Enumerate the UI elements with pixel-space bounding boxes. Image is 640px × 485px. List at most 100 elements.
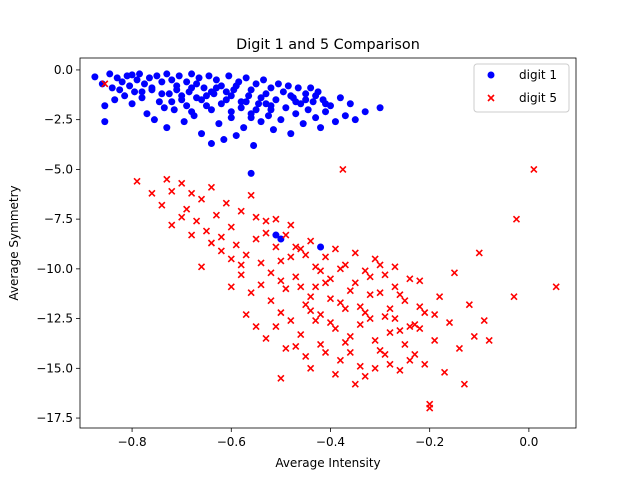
point-digit-5-121	[262, 229, 270, 237]
point-digit-1-102	[247, 169, 255, 177]
point-digit-5-108	[307, 293, 315, 301]
point-digit-1-10	[121, 92, 129, 100]
point-digit-5-140	[292, 342, 300, 351]
point-digit-5-76	[237, 271, 245, 279]
point-digit-5-29	[302, 301, 310, 309]
point-digit-5-77	[247, 289, 255, 297]
point-digit-5-70	[552, 283, 560, 291]
point-digit-5-84	[316, 340, 325, 349]
point-digit-5-44	[376, 261, 384, 269]
point-digit-5-43	[371, 336, 379, 345]
y-tick-label: −17.5	[36, 411, 73, 425]
point-digit-5-151	[401, 340, 409, 349]
point-digit-1-55	[227, 114, 235, 122]
point-digit-1-116	[158, 90, 166, 98]
y-tick-label: −10.0	[36, 262, 73, 276]
point-digit-5-129	[341, 261, 349, 269]
point-digit-5-52	[416, 277, 424, 285]
point-digit-1-53	[222, 96, 230, 104]
point-digit-1-7	[113, 74, 121, 82]
point-digit-5-115	[376, 289, 384, 297]
point-digit-5-62	[465, 301, 473, 309]
point-digit-5-139	[282, 344, 290, 352]
legend-marker-digit-1	[487, 71, 495, 79]
point-digit-1-44	[200, 84, 208, 92]
legend: digit 1 digit 5	[473, 63, 570, 113]
point-digit-5-79	[267, 297, 275, 305]
legend-box	[473, 63, 570, 113]
point-digit-5-99	[178, 213, 186, 221]
point-digit-5-39	[351, 279, 359, 287]
point-digit-5-132	[371, 255, 379, 263]
point-digit-5-57	[440, 368, 449, 376]
point-digit-5-117	[396, 291, 404, 299]
point-digit-5-16	[237, 207, 245, 215]
point-digit-5-5	[188, 189, 196, 197]
point-digit-5-20	[257, 259, 265, 267]
point-digit-1-87	[307, 84, 315, 92]
legend-label-digit-5: digit 5	[519, 91, 557, 105]
x-axis-ticks: −0.8 −0.6 −0.4 −0.2 0.0	[118, 428, 538, 449]
point-digit-5-71	[339, 165, 347, 173]
point-digit-5-92	[396, 366, 404, 374]
point-digit-5-34	[326, 295, 335, 303]
point-digit-1-12	[126, 82, 134, 90]
point-digit-5-106	[287, 253, 295, 261]
point-digit-5-75	[227, 255, 235, 263]
point-digit-5-134	[391, 263, 399, 271]
x-tick-label: −0.6	[217, 435, 246, 449]
point-digit-5-15	[232, 241, 240, 249]
point-digit-5-82	[297, 330, 305, 339]
point-digit-1-24	[153, 72, 161, 80]
point-digit-5-136	[252, 322, 260, 331]
point-digit-1-8	[116, 86, 124, 94]
point-digit-5-80	[277, 309, 285, 317]
point-digit-5-22	[267, 269, 275, 277]
point-digit-5-25	[282, 285, 290, 293]
point-digit-5-97	[197, 263, 206, 271]
point-digit-5-87	[346, 332, 354, 341]
point-digit-1-134	[188, 108, 196, 116]
point-digit-1-50	[215, 120, 223, 128]
point-digit-1-46	[205, 72, 213, 80]
point-digit-1-135	[207, 106, 215, 114]
point-digit-5-149	[381, 350, 389, 358]
point-digit-1-17	[136, 70, 144, 78]
point-digit-1-89	[312, 114, 320, 122]
point-digit-1-36	[180, 118, 188, 126]
point-digit-1-61	[242, 74, 250, 82]
point-digit-1-29	[163, 124, 171, 132]
y-tick-label: −7.5	[44, 212, 73, 226]
point-digit-5-37	[341, 305, 349, 313]
point-digit-1-78	[284, 82, 292, 90]
point-digit-1-124	[212, 84, 220, 92]
point-digit-1-139	[287, 92, 295, 100]
point-digit-5-42	[366, 291, 374, 299]
point-digit-1-6	[111, 96, 119, 104]
point-digit-1-32	[170, 106, 178, 114]
point-digit-1-76	[279, 88, 287, 96]
point-digit-5-23	[272, 243, 280, 251]
x-tick-label: 0.0	[519, 435, 538, 449]
point-digit-5-66	[485, 336, 493, 345]
point-digit-1-72	[269, 126, 277, 134]
point-digit-5-63	[470, 332, 478, 341]
point-digit-5-24	[277, 257, 285, 265]
point-digit-5-83	[307, 307, 315, 315]
point-digit-5-96	[207, 239, 216, 247]
point-digit-1-133	[322, 100, 330, 108]
y-tick-label: −5.0	[44, 162, 73, 176]
point-digit-5-30	[307, 237, 315, 245]
point-digit-1-64	[250, 142, 258, 150]
point-digit-1-81	[292, 110, 300, 118]
point-digit-1-71	[267, 84, 275, 92]
point-digit-1-16	[133, 76, 141, 84]
point-digit-1-30	[165, 90, 173, 98]
point-digit-5-41	[361, 372, 369, 380]
point-digit-1-88	[309, 98, 317, 106]
point-digit-5-33	[321, 253, 330, 261]
chart-title: Digit 1 and 5 Comparison	[236, 37, 420, 53]
legend-marker-digit-5	[487, 94, 495, 102]
point-digit-1-77	[282, 104, 290, 112]
point-digit-1-26	[158, 78, 166, 86]
